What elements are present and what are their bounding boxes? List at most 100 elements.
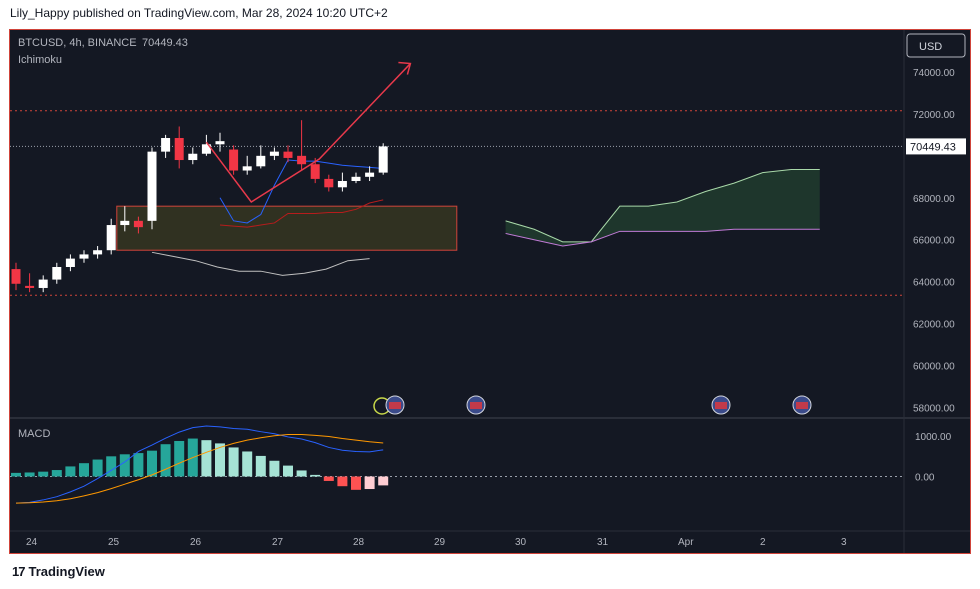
- time-axis-label: 26: [190, 537, 202, 548]
- candle[interactable]: [188, 147, 198, 165]
- candle[interactable]: [269, 147, 279, 161]
- time-axis-label: 3: [841, 537, 847, 548]
- macd-label[interactable]: MACD: [18, 428, 50, 440]
- candle[interactable]: [161, 134, 171, 158]
- candle[interactable]: [229, 145, 239, 175]
- candle-body: [188, 153, 198, 161]
- candle[interactable]: [93, 246, 103, 259]
- candle[interactable]: [106, 218, 116, 255]
- time-axis-label: 30: [515, 537, 527, 548]
- kumo-box[interactable]: [116, 205, 458, 251]
- macd-histogram-bar: [255, 455, 266, 477]
- symbol-title[interactable]: BTCUSD, 4h, BINANCE: [18, 37, 137, 49]
- macd-histogram-bar: [51, 470, 62, 477]
- currency-label[interactable]: USD: [919, 41, 942, 53]
- macd-histogram-bar: [38, 471, 49, 477]
- macd-histogram-bar: [378, 476, 389, 486]
- candle-body: [365, 172, 375, 177]
- candle[interactable]: [256, 145, 266, 169]
- candle[interactable]: [25, 273, 35, 293]
- price-chart-svg[interactable]: 74000.00 72000.00 70449.43 68000.00 66000.00…: [10, 30, 970, 553]
- candle[interactable]: [174, 126, 184, 169]
- event-us-flag-icon[interactable]: [385, 395, 405, 415]
- macd-histogram-bar: [147, 450, 157, 477]
- time-axis-label: 31: [597, 537, 609, 548]
- macd-histogram-bar: [24, 472, 35, 477]
- price-axis-label: 62000.00: [913, 320, 955, 331]
- tradingview-footer[interactable]: 17 TradingView: [12, 564, 105, 579]
- macd-histogram-bar: [65, 466, 76, 477]
- currency-button[interactable]: USD: [906, 33, 966, 58]
- candle-body: [310, 164, 320, 179]
- price-axis-label: 58000.00: [913, 404, 955, 415]
- macd-line[interactable]: [15, 425, 384, 504]
- future-cloud: [505, 169, 820, 247]
- candle-body: [378, 146, 388, 173]
- ichimoku-label[interactable]: Ichimoku: [18, 54, 62, 66]
- price-axis-label: 68000.00: [913, 194, 955, 205]
- candle-body: [93, 250, 103, 255]
- candle-body: [297, 155, 307, 165]
- arrow-head-icon[interactable]: [398, 61, 412, 75]
- candle[interactable]: [337, 172, 347, 192]
- candle-body: [133, 220, 143, 228]
- event-us-flag-icon[interactable]: [711, 395, 731, 415]
- candle[interactable]: [11, 262, 21, 291]
- macd-histogram-bar: [228, 447, 239, 477]
- candle-body: [201, 144, 211, 154]
- candle[interactable]: [147, 147, 157, 230]
- price-axis-label: 60000.00: [913, 362, 955, 373]
- tradingview-logo-icon: 17: [12, 564, 26, 579]
- candle[interactable]: [215, 132, 225, 152]
- senkou-span-b-line[interactable]: [505, 228, 820, 247]
- senkou-span-a-line[interactable]: [505, 168, 820, 243]
- candle-body: [79, 254, 89, 259]
- macd-histogram-bar: [106, 456, 117, 477]
- candle[interactable]: [52, 262, 62, 284]
- time-axis-label: 29: [434, 537, 446, 548]
- candle-body: [229, 149, 239, 171]
- candle[interactable]: [65, 254, 75, 272]
- chikou-span-line[interactable]: [151, 251, 370, 276]
- candle-body: [256, 155, 266, 167]
- kijun-line[interactable]: [219, 199, 384, 228]
- macd-axis-label: 1000.00: [915, 432, 952, 443]
- candle[interactable]: [351, 172, 361, 184]
- chart-frame[interactable]: 74000.00 72000.00 70449.43 68000.00 66000.00…: [9, 29, 971, 554]
- candle[interactable]: [297, 120, 307, 171]
- event-us-flag-icon[interactable]: [466, 395, 486, 415]
- macd-histogram-bar: [296, 470, 307, 477]
- event-us-flag-icon[interactable]: [792, 395, 812, 415]
- candle[interactable]: [242, 155, 252, 175]
- time-axis-label: 2: [760, 537, 766, 548]
- symbol-last-value: 70449.43: [142, 37, 188, 49]
- candle-body: [38, 279, 48, 288]
- candle-body: [283, 151, 293, 158]
- price-axis-label: 74000.00: [913, 68, 955, 79]
- price-axis-label: 64000.00: [913, 278, 955, 289]
- candle[interactable]: [201, 134, 211, 156]
- last-price-tag: [906, 138, 966, 155]
- candle-body: [351, 176, 361, 182]
- candle[interactable]: [365, 166, 375, 182]
- candle-body: [120, 220, 130, 226]
- candle[interactable]: [38, 275, 48, 293]
- macd-histogram-bar: [201, 440, 212, 477]
- candle[interactable]: [324, 174, 334, 192]
- events[interactable]: [373, 395, 812, 415]
- candle[interactable]: [120, 206, 130, 232]
- last-price-label: 70449.43: [910, 141, 956, 153]
- time-axis-label: 25: [108, 537, 120, 548]
- macd-histogram-bar: [269, 460, 280, 477]
- candle-body: [106, 225, 116, 251]
- candle[interactable]: [283, 145, 293, 163]
- candle[interactable]: [378, 143, 388, 175]
- candle[interactable]: [133, 216, 143, 234]
- brand-name: TradingView: [28, 564, 105, 579]
- price-axis-label: 66000.00: [913, 236, 955, 247]
- trend-arrow-line[interactable]: [205, 63, 411, 203]
- candle[interactable]: [79, 250, 89, 263]
- candle-body: [161, 138, 171, 152]
- candle-body: [215, 141, 225, 145]
- signal-line[interactable]: [15, 434, 384, 504]
